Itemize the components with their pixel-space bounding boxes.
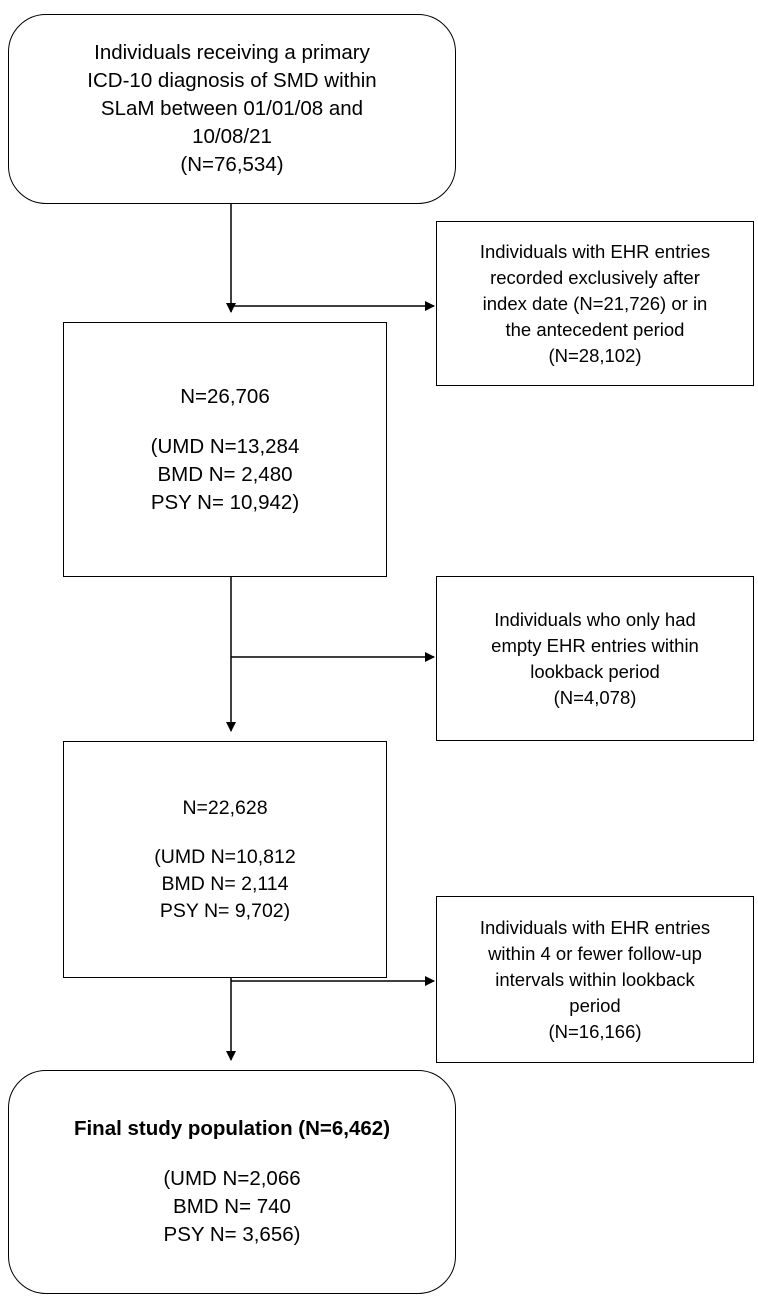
initial-cohort-count: (N=76,534) bbox=[180, 153, 284, 176]
cohort-3-umd: (UMD N=10,812 bbox=[154, 845, 296, 868]
exclusion-1-line: the antecedent period bbox=[505, 318, 685, 340]
cohort-2-umd: (UMD N=13,284 bbox=[150, 434, 300, 458]
final-bmd: BMD N= 740 bbox=[173, 1195, 291, 1218]
exclusion-3-line: intervals within lookback bbox=[495, 968, 695, 990]
exclusion-box-2: Individuals who only had empty EHR entri… bbox=[436, 576, 754, 741]
exclusion-2-line: Individuals who only had bbox=[494, 608, 696, 630]
exclusion-box-3: Individuals with EHR entries within 4 or… bbox=[436, 896, 754, 1063]
cohort-3-bmd: BMD N= 2,114 bbox=[161, 872, 289, 895]
initial-cohort-box: Individuals receiving a primary ICD-10 d… bbox=[8, 14, 456, 204]
initial-cohort-line: Individuals receiving a primary bbox=[94, 41, 370, 64]
initial-cohort-line: SLaM between 01/01/08 and bbox=[100, 97, 364, 120]
cohort-3-total: N=22,628 bbox=[182, 796, 268, 819]
exclusion-2-count: (N=4,078) bbox=[553, 686, 637, 708]
exclusion-3-line: period bbox=[569, 994, 621, 1016]
final-psy: PSY N= 3,656) bbox=[163, 1223, 301, 1246]
final-population-box: Final study population (N=6,462) (UMD N=… bbox=[8, 1070, 456, 1294]
exclusion-3-line: Individuals with EHR entries bbox=[479, 916, 711, 938]
exclusion-1-line: index date (N=21,726) or in bbox=[482, 292, 708, 314]
cohort-3-psy: PSY N= 9,702) bbox=[159, 899, 291, 922]
initial-cohort-line: ICD-10 diagnosis of SMD within bbox=[87, 69, 377, 92]
final-umd: (UMD N=2,066 bbox=[163, 1167, 301, 1190]
exclusion-1-line: Individuals with EHR entries bbox=[479, 240, 711, 262]
exclusion-2-line: empty EHR entries within bbox=[491, 634, 699, 656]
cohort-2-psy: PSY N= 10,942) bbox=[150, 490, 300, 514]
cohort-2-bmd: BMD N= 2,480 bbox=[157, 462, 293, 486]
final-population-title: Final study population (N=6,462) bbox=[73, 1117, 391, 1140]
exclusion-box-1: Individuals with EHR entries recorded ex… bbox=[436, 221, 754, 386]
exclusion-1-line: recorded exclusively after bbox=[490, 266, 700, 288]
exclusion-3-count: (N=16,166) bbox=[548, 1020, 642, 1042]
cohort-2-total: N=26,706 bbox=[180, 384, 270, 408]
cohort-box-3: N=22,628 (UMD N=10,812 BMD N= 2,114 PSY … bbox=[63, 741, 387, 978]
exclusion-2-line: lookback period bbox=[530, 660, 660, 682]
initial-cohort-line: 10/08/21 bbox=[192, 125, 272, 148]
exclusion-1-count: (N=28,102) bbox=[548, 344, 642, 366]
exclusion-3-line: within 4 or fewer follow-up bbox=[488, 942, 702, 964]
cohort-box-2: N=26,706 (UMD N=13,284 BMD N= 2,480 PSY … bbox=[63, 322, 387, 577]
